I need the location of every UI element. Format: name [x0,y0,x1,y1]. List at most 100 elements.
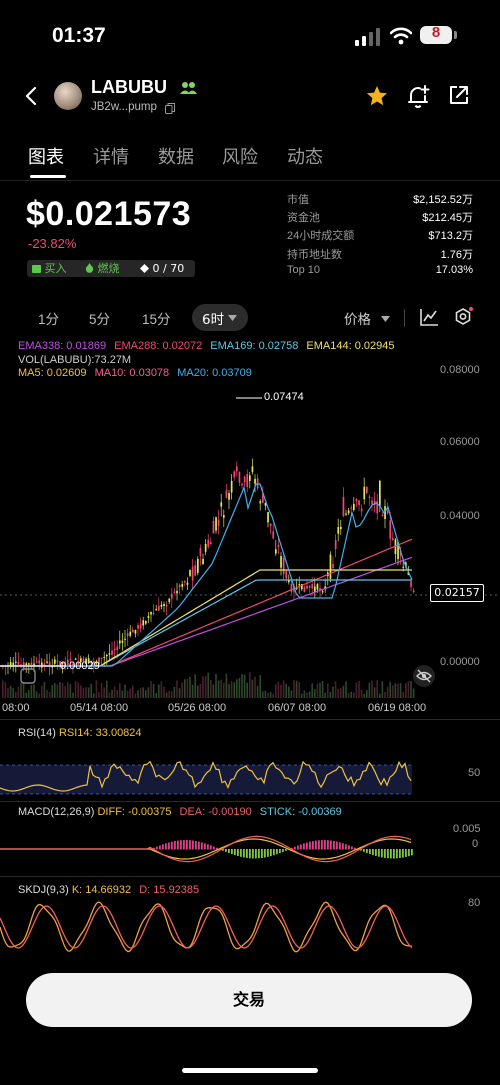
candle-body [139,623,142,629]
macd-histogram-bar [264,849,266,858]
volume-bar [43,681,46,698]
candle-body [379,480,381,506]
volume-bar [38,693,40,698]
volume-bar [90,683,92,698]
macd-histogram-bar [408,849,410,857]
volume-bar [223,682,225,698]
candle-body [272,531,275,539]
candle-body [48,661,51,666]
indicator-chart-icon[interactable] [419,308,439,326]
macd-histogram-bar [174,841,176,850]
candle-body [41,662,43,668]
volume-bar [189,676,191,698]
macd-histogram-bar [189,840,191,850]
macd-histogram-bar [180,840,182,850]
timeframe-5m[interactable]: 5分 [89,312,111,327]
volume-bar [308,691,311,698]
volume-bar [410,680,412,698]
rsi-legend: RSI(14) RSI14: 33.00824 [18,727,142,739]
price-alert-bell-icon[interactable] [406,84,430,110]
volume-bar [176,680,178,698]
ema169-label: EMA169: 0.02758 [210,340,299,352]
hide-eye-icon[interactable] [412,664,436,688]
tab-chart[interactable]: 图表 [28,147,64,168]
macd-histogram-bar [393,849,395,859]
tab-data[interactable]: 数据 [158,147,194,168]
volume-bar [220,679,222,698]
macd-histogram-bar [387,849,389,859]
candle-body [61,662,64,664]
tab-details[interactable]: 详情 [93,147,129,168]
back-arrow-icon[interactable] [22,84,42,108]
timeframe-15m[interactable]: 15分 [142,312,171,327]
candle-body [254,478,256,484]
price-type-select[interactable]: 价格 [344,308,391,328]
volume-bar [9,685,12,698]
candle-body [282,558,285,575]
battery-level: 8 [431,24,441,41]
timeframe-6h[interactable]: 6时 [192,304,248,331]
stat-liquidity: 资金池 $212.45万 [287,212,473,225]
skdj-tick: 80 [468,897,481,909]
candle-body [35,661,38,663]
volume-bar [194,674,196,698]
tab-activity[interactable]: 动态 [287,147,323,168]
burn-badge[interactable]: 燃烧 [80,260,138,277]
volume-bar [238,677,241,698]
cellular-signal-icon [355,28,380,46]
volume-bar [311,683,313,698]
chart-settings-gear-icon[interactable] [452,306,474,328]
candle-body [150,612,152,615]
macd-histogram-bar [291,847,293,850]
candle-body [243,476,246,483]
macd-histogram-bar [183,840,185,850]
count-badge[interactable]: 0 / 70 [135,260,195,277]
battery-icon [420,26,452,44]
date-label-2: 05/26 08:00 [168,702,227,714]
favorite-star-icon[interactable] [365,84,389,108]
volume-bar [191,684,194,698]
volume-bar [264,690,267,698]
buy-badge[interactable]: 买入 [27,260,83,277]
tab-risk[interactable]: 风险 [222,147,258,168]
volume-bar [67,682,69,698]
candle-body [77,662,80,665]
candle-body [303,586,306,592]
volume-bar [202,676,204,698]
macd-histogram-bar [306,842,308,850]
timeframe-1m[interactable]: 1分 [38,312,60,327]
macd-histogram-bar [237,849,239,857]
ema169-line [0,579,412,667]
candle-body [288,579,290,583]
macd-histogram-bar [204,843,206,850]
macd-histogram-bar [171,841,173,850]
candle-body [204,543,207,552]
macd-histogram-bar [270,849,272,857]
volume-bar [282,680,285,698]
candle-body [176,590,178,594]
volume-bar [345,681,347,698]
volume-bar [342,685,345,698]
copy-icon[interactable] [165,103,175,114]
volume-bar [61,682,64,698]
stat-24h-volume: 24小时成交额 $713.2万 [287,230,473,243]
candle-body [100,657,103,659]
share-external-icon[interactable] [448,84,470,106]
macd-histogram-bar [375,849,377,856]
macd-histogram-bar [195,840,197,850]
candle-body [402,566,405,568]
candle-body [38,660,41,664]
volume-bar [35,691,38,698]
candle-body [108,653,111,655]
candle-body [197,558,199,573]
candle-body [212,520,215,534]
macd-histogram-bar [258,849,260,859]
volume-bar [236,679,238,698]
volume-bar [158,684,160,698]
candlestick-chart[interactable] [0,380,500,705]
volume-bar [69,684,72,698]
ema338-label: EMA338: 0.01869 [18,340,107,352]
macd-histogram-bar [330,840,332,850]
trade-button[interactable]: 交易 [26,973,472,1027]
macd-histogram-bar [360,849,362,851]
